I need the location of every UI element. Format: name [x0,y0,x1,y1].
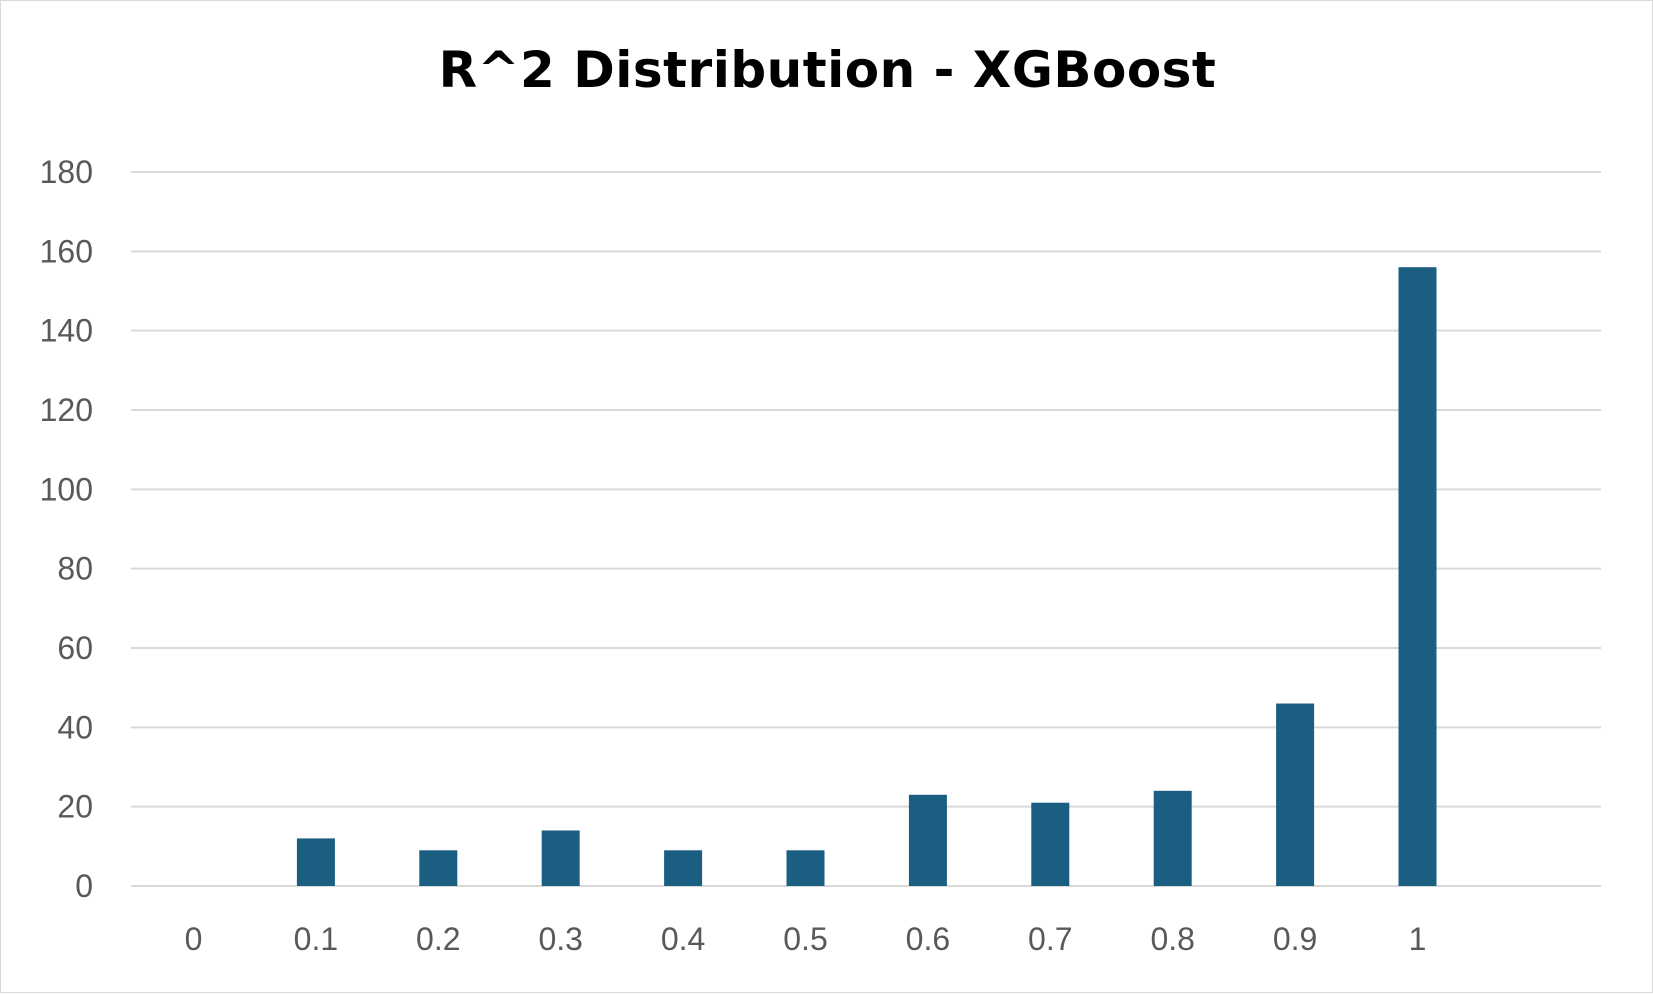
x-tick-label: 0.6 [906,921,950,957]
x-tick-label: 0 [185,921,203,957]
x-tick-label: 0.1 [294,921,338,957]
bar [908,794,947,886]
x-tick-label: 0.3 [538,921,582,957]
x-tick-label: 0.9 [1273,921,1317,957]
bar [1031,802,1070,886]
bar [419,850,458,886]
y-tick-label: 180 [40,154,93,190]
gridlines [131,171,1601,887]
chart-title: R^2 Distribution - XGBoost [438,41,1217,99]
y-tick-label: 20 [57,789,93,825]
bar [296,838,335,886]
bar [1398,267,1437,886]
y-tick-label: 160 [40,233,93,269]
y-tick-label: 60 [57,630,93,666]
x-tick-label: 0.5 [783,921,827,957]
x-axis-ticks: 0 0.1 0.2 0.3 0.4 0.5 0.6 0.7 0.8 0.9 1 [185,921,1427,957]
y-axis-ticks: 0 20 40 60 80 100 120 140 160 180 [40,154,93,904]
x-tick-label: 0.7 [1028,921,1072,957]
y-tick-label: 140 [40,313,93,349]
bar [664,850,703,886]
bar [541,830,580,886]
x-tick-label: 0.2 [416,921,460,957]
y-tick-label: 80 [57,551,93,587]
y-tick-label: 120 [40,392,93,428]
y-tick-label: 0 [75,868,93,904]
bar [786,850,825,886]
x-tick-label: 0.4 [661,921,705,957]
bar [1153,790,1192,886]
y-tick-label: 40 [57,709,93,745]
x-tick-label: 1 [1409,921,1427,957]
x-tick-label: 0.8 [1150,921,1194,957]
y-tick-label: 100 [40,471,93,507]
bar [1276,703,1315,886]
bars [296,267,1437,886]
